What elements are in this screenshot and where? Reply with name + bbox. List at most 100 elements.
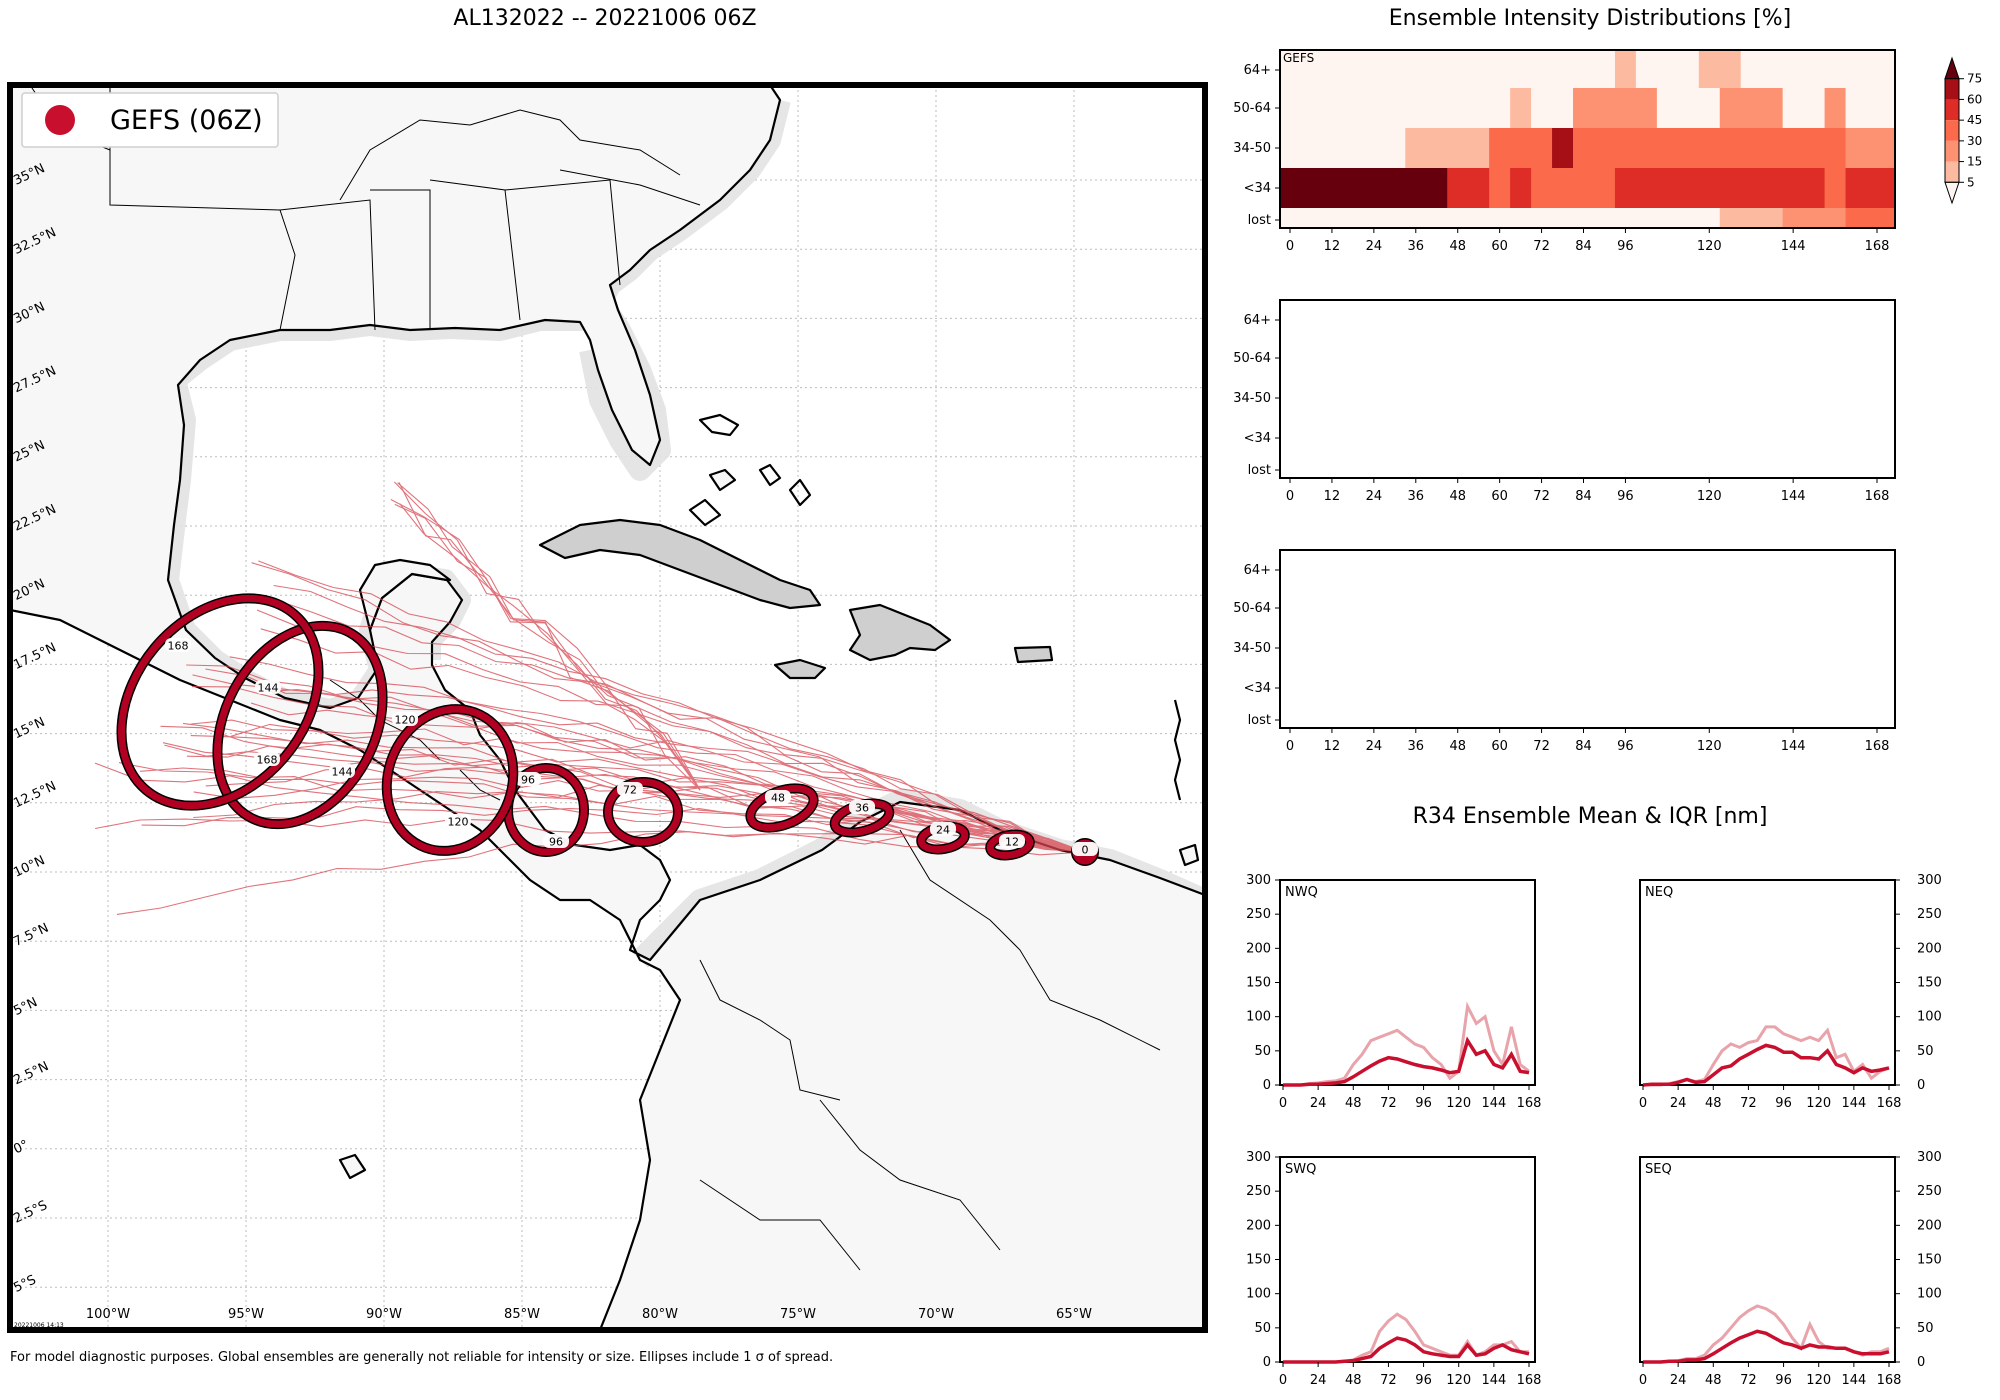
ellipse-label: 12 <box>1005 836 1019 849</box>
y-tick-label: 34-50 <box>1233 641 1271 656</box>
heatmap-cell <box>1363 168 1385 209</box>
x-tick-label: 120 <box>1446 1096 1471 1111</box>
heatmap-cell <box>1384 50 1406 89</box>
x-tick-label: 144 <box>1781 739 1806 754</box>
heatmap-cell <box>1321 128 1343 169</box>
x-tick-label: 24 <box>1366 489 1383 504</box>
heatmap-cell <box>1300 88 1322 129</box>
x-tick-label: 120 <box>1446 1373 1471 1388</box>
heatmap-cell <box>1761 88 1784 129</box>
heatmap-cell <box>1803 128 1826 169</box>
x-tick-label: 72 <box>1740 1096 1757 1111</box>
heatmap-cell <box>1803 50 1826 89</box>
x-tick-label: 120 <box>1697 739 1722 754</box>
map-legend: GEFS (06Z) <box>21 92 279 148</box>
ensemble-track <box>398 482 701 791</box>
y-tick-label: 250 <box>1917 1184 1942 1199</box>
intensity-title: Ensemble Intensity Distributions [%] <box>1388 6 1792 31</box>
y-tick-label: 300 <box>1917 1150 1942 1165</box>
y-tick-label: 100 <box>1917 1287 1942 1302</box>
y-tick-label: 50-64 <box>1233 601 1271 616</box>
heatmap-cell <box>1761 128 1784 169</box>
heatmap-cell <box>1824 50 1847 89</box>
heatmap-cell <box>1656 208 1679 229</box>
y-tick-label: 150 <box>1917 976 1942 991</box>
ensemble-track <box>258 560 1086 853</box>
mean-line <box>1283 1336 1530 1364</box>
heatmap-cell <box>1635 208 1658 229</box>
heatmap-cell <box>1447 88 1469 129</box>
mean-line <box>1283 1036 1530 1087</box>
y-tick-label: 64+ <box>1244 313 1271 328</box>
heatmap-cell <box>1426 208 1448 229</box>
y-tick-label: 200 <box>1246 1218 1271 1233</box>
ellipse-label: 144 <box>332 766 353 779</box>
lon-label: 90°W <box>366 1307 402 1322</box>
heatmap-cell <box>1656 128 1679 169</box>
x-tick-label: 48 <box>1449 739 1466 754</box>
heatmap-cell <box>1782 208 1805 229</box>
iqr-line <box>1283 1001 1530 1087</box>
colorbar-tick-label: 45 <box>1967 113 1982 127</box>
x-tick-label: 72 <box>1533 739 1550 754</box>
ellipse-label: 96 <box>549 836 563 849</box>
lon-label: 65°W <box>1056 1307 1092 1322</box>
heatmap-cell <box>1866 128 1896 169</box>
footer-note: For model diagnostic purposes. Global en… <box>10 1350 834 1365</box>
ellipse-label: 0 <box>1082 844 1089 857</box>
heatmap-cell <box>1468 88 1490 129</box>
heatmap-cell <box>1300 50 1322 89</box>
x-tick-label: 84 <box>1575 239 1592 254</box>
ellipse-label: 72 <box>623 784 637 797</box>
x-tick-label: 144 <box>1781 489 1806 504</box>
heatmap-cell <box>1824 88 1847 129</box>
heatmap-cell <box>1489 128 1511 169</box>
heatmap-cell <box>1321 168 1343 209</box>
heatmap-cell <box>1719 128 1742 169</box>
heatmap-cell <box>1573 88 1595 129</box>
r34-panel-name: SEQ <box>1645 1162 1672 1177</box>
mean-line <box>1642 1043 1890 1087</box>
y-tick-label: 100 <box>1917 1010 1942 1025</box>
y-tick-label: 250 <box>1246 1184 1271 1199</box>
y-tick-label: 50-64 <box>1233 101 1271 116</box>
heatmap-cell <box>1593 208 1616 229</box>
heatmap-cell <box>1677 50 1700 89</box>
x-tick-label: 60 <box>1491 489 1508 504</box>
heatmap-cell <box>1510 208 1532 229</box>
x-tick-label: 84 <box>1575 489 1592 504</box>
heatmap-cell <box>1782 50 1805 89</box>
heatmap-cell <box>1447 168 1469 209</box>
x-tick-label: 144 <box>1781 239 1806 254</box>
heatmap-cell <box>1573 208 1595 229</box>
heatmap-cell <box>1740 128 1763 169</box>
y-tick-label: 250 <box>1917 907 1942 922</box>
heatmap-cell <box>1573 128 1595 169</box>
ellipse-label: 168 <box>168 640 189 653</box>
heatmap-cell <box>1531 88 1553 129</box>
heatmap-cell <box>1363 88 1385 129</box>
y-tick-label: 150 <box>1246 1253 1271 1268</box>
heatmap-cell <box>1824 168 1847 209</box>
heatmap-cell <box>1845 88 1868 129</box>
r34-panel-swq: SWQ 0 24 48 72 96 120 144 168 0 50 100 150 200 250 300 <box>1246 1150 1541 1388</box>
heatmap-cell <box>1593 50 1616 89</box>
heatmap-cell <box>1635 88 1658 129</box>
heatmap-cell <box>1342 168 1364 209</box>
spread-ellipse <box>383 705 517 855</box>
r34-panel-name: SWQ <box>1285 1162 1316 1177</box>
lon-label: 80°W <box>642 1307 678 1322</box>
heatmap-cell <box>1740 208 1763 229</box>
y-tick-label: <34 <box>1244 181 1271 196</box>
y-tick-label: 200 <box>1917 941 1942 956</box>
heatmap-cell <box>1468 128 1490 169</box>
y-tick-label: 50 <box>1254 1044 1271 1059</box>
heatmap-cell <box>1405 88 1427 129</box>
heatmap-cell <box>1593 88 1616 129</box>
heatmap-cell <box>1761 168 1784 209</box>
heatmap-cell <box>1614 168 1637 209</box>
heatmap-background <box>1280 300 1895 478</box>
x-tick-label: 48 <box>1345 1096 1362 1111</box>
y-tick-label: 0 <box>1917 1355 1925 1370</box>
y-tick-label: 150 <box>1246 976 1271 991</box>
